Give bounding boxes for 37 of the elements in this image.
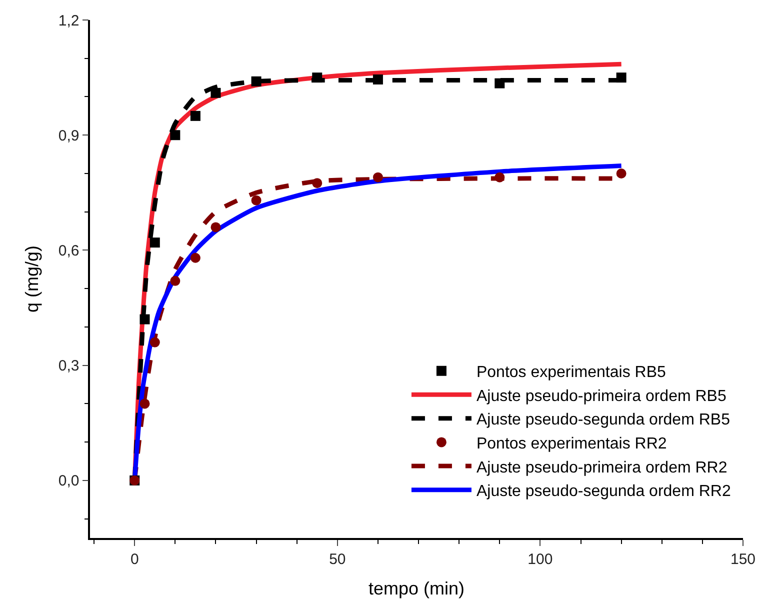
point — [312, 72, 322, 83]
point — [190, 110, 200, 121]
point — [170, 276, 180, 286]
y-tick-label: 1,2 — [58, 12, 80, 30]
x-tick-label: 100 — [528, 550, 553, 568]
point — [170, 130, 180, 140]
point — [150, 238, 160, 248]
point — [372, 172, 383, 182]
y-tick-label: 0,6 — [58, 242, 80, 260]
y-tick-label: 0,0 — [58, 472, 80, 490]
legend-label: Ajuste pseudo-primeira ordem RR2 — [476, 459, 728, 476]
x-tick-label: 150 — [730, 550, 756, 568]
point — [312, 178, 322, 188]
point — [616, 168, 626, 178]
y-tick-label: 0,9 — [58, 127, 80, 144]
y-tick-label: 0,3 — [58, 358, 80, 375]
point — [150, 337, 160, 348]
x-axis-title: tempo (min) — [368, 578, 465, 598]
point — [251, 76, 262, 86]
legend-label: Ajuste pseudo-segunda ordem RB5 — [476, 412, 730, 429]
legend-label: Ajuste pseudo-segunda ordem RR2 — [476, 483, 731, 500]
point — [494, 172, 505, 182]
y-axis-title: q (mg/g) — [22, 245, 42, 313]
legend-label: Ajuste pseudo-primeira ordem RB5 — [476, 388, 726, 405]
point — [616, 72, 626, 83]
point — [190, 252, 200, 263]
point — [251, 195, 262, 206]
point — [140, 314, 150, 324]
point — [140, 398, 150, 409]
legend-label: Pontos experimentais RR2 — [476, 435, 667, 452]
point — [210, 222, 221, 232]
x-tick-label: 0 — [130, 550, 139, 568]
legend-label: Pontos experimentais RB5 — [476, 364, 666, 382]
point — [210, 88, 221, 98]
x-tick-label: 50 — [329, 550, 346, 568]
point — [494, 78, 505, 88]
point — [372, 74, 383, 84]
